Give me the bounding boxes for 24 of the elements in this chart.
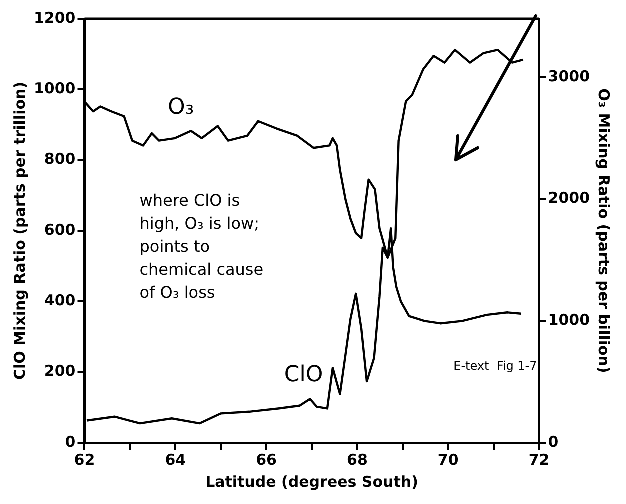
y2-tick-label: 2000: [548, 189, 590, 208]
y2-tick-label: 3000: [548, 67, 590, 86]
y-tick-label: 0: [65, 432, 76, 451]
series-label: ClO: [284, 362, 324, 388]
series-label: O₃: [168, 95, 194, 120]
y-axis-title: ClO Mixing Ratio (parts per trillion): [10, 82, 29, 380]
y2-tick-label: 0: [548, 432, 559, 451]
x-tick-label: 64: [165, 450, 186, 469]
y-tick-label: 600: [44, 220, 76, 239]
y-tick-label: 200: [44, 362, 76, 380]
x-tick-label: 70: [438, 450, 459, 469]
x-axis-title: Latitude (degrees South): [206, 472, 418, 491]
y2-axis-title: O₃ Mixing Ratio (parts per billion): [595, 88, 614, 374]
y-tick-label: 1000: [34, 80, 76, 98]
y-tick-label: 400: [44, 292, 76, 310]
y-tick-label: 800: [44, 150, 76, 168]
y-tick-label: 1200: [34, 8, 76, 27]
y2-tick-label: 1000: [548, 311, 590, 330]
x-tick-label: 68: [347, 450, 368, 469]
x-tick-label: 66: [256, 450, 277, 469]
x-tick-label: 62: [74, 450, 96, 469]
x-tick-label: 72: [528, 450, 550, 469]
annotation: E-text Fig 1-7: [454, 359, 538, 374]
annotation: where ClO is high, O₃ is low; points to chemical cause of O₃ loss: [140, 191, 264, 302]
